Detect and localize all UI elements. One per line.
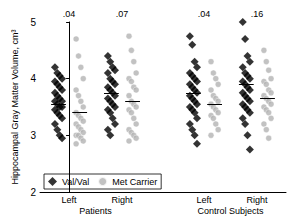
- svg-text:5: 5: [30, 17, 36, 28]
- svg-text:Val/Val: Val/Val: [62, 177, 89, 187]
- svg-text:Patients: Patients: [79, 206, 112, 216]
- svg-text:2: 2: [30, 187, 36, 198]
- svg-text:Hippocampal Gray Matter Volume: Hippocampal Gray Matter Volume, cm³: [10, 29, 20, 184]
- svg-text:Right: Right: [111, 195, 133, 205]
- svg-text:.04: .04: [63, 9, 76, 19]
- svg-text:.04: .04: [198, 9, 211, 19]
- svg-text:Right: Right: [246, 195, 268, 205]
- svg-text:Control Subjects: Control Subjects: [197, 206, 264, 216]
- svg-text:Left: Left: [62, 195, 78, 205]
- svg-text:.16: .16: [251, 9, 264, 19]
- svg-text:Left: Left: [196, 195, 212, 205]
- svg-text:4: 4: [30, 73, 36, 84]
- svg-text:.07: .07: [116, 9, 129, 19]
- svg-text:Met Carrier: Met Carrier: [112, 177, 157, 187]
- svg-text:3: 3: [30, 130, 36, 141]
